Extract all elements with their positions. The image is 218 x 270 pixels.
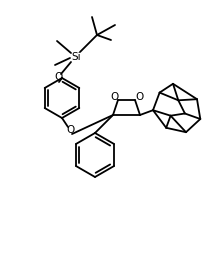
Text: O: O bbox=[66, 125, 74, 135]
Text: O: O bbox=[135, 92, 143, 102]
Text: O: O bbox=[54, 72, 62, 82]
Text: O: O bbox=[110, 92, 118, 102]
Text: Si: Si bbox=[71, 52, 81, 62]
